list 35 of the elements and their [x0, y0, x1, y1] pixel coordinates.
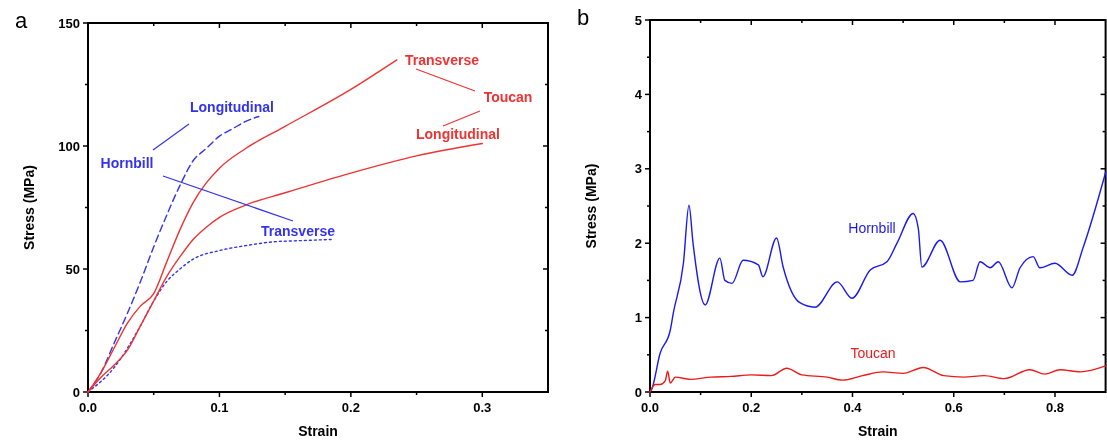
- series-label: Transverse: [405, 51, 480, 68]
- x-tick-label: 0.0: [78, 400, 98, 415]
- x-tick-label: 0.2: [341, 400, 360, 415]
- x-tick-label: 0.0: [640, 400, 660, 415]
- y-tick-label: 50: [65, 261, 80, 277]
- y-tick-label: 0: [634, 384, 642, 400]
- x-tick-label: 0.4: [843, 400, 863, 415]
- y-axis-title: Stress (MPa): [583, 163, 599, 249]
- series-label: Hornbill: [848, 219, 896, 236]
- y-tick-label: 0: [72, 384, 80, 400]
- text: a: [15, 8, 28, 33]
- y-tick-label: 100: [58, 138, 80, 154]
- x-tick-label: 0.2: [742, 400, 761, 415]
- y-tick-label: 1: [634, 310, 642, 326]
- x-axis-title: Strain: [298, 423, 338, 439]
- line-series: [649, 171, 1107, 393]
- y-tick-label: 150: [58, 15, 80, 31]
- y-axis-title: Stress (MPa): [21, 165, 37, 250]
- legend-label: Longitudinal: [416, 125, 500, 142]
- line-series: [649, 365, 1107, 393]
- y-tick-label: 4: [634, 86, 643, 102]
- x-tick-label: 0.6: [944, 400, 963, 415]
- series-label: Toucan: [850, 344, 896, 361]
- series-label: Longitudinal: [190, 98, 274, 115]
- text: b: [577, 5, 590, 30]
- x-axis-title: Strain: [857, 423, 898, 439]
- annotation: Toucan: [483, 88, 533, 105]
- y-tick-label: 5: [634, 12, 642, 28]
- x-tick-label: 0.1: [210, 400, 229, 415]
- x-tick-label: 0.8: [1045, 400, 1065, 415]
- annotation: Hornbill: [100, 154, 154, 171]
- y-tick-label: 2: [634, 235, 642, 251]
- x-tick-label: 0.3: [473, 400, 492, 415]
- series-label: Transverse: [261, 222, 336, 239]
- y-tick-label: 3: [634, 161, 642, 177]
